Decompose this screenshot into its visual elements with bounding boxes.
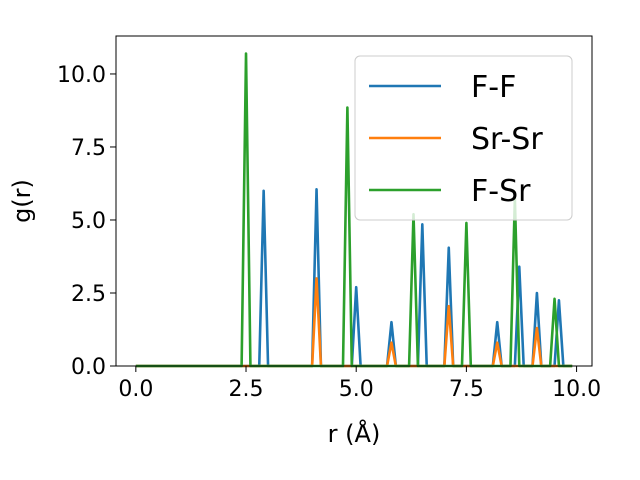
series-line-sr-sr (135, 277, 573, 368)
y-axis: 0.0 2.5 5.0 7.5 10.0 (57, 63, 116, 380)
legend: F-F Sr-Sr F-Sr (354, 55, 573, 221)
y-tick-label: 0.0 (71, 355, 106, 380)
x-tick-label: 10.0 (552, 377, 601, 402)
legend-label-f-f: F-F (471, 70, 516, 105)
legend-label-sr-sr: Sr-Sr (471, 122, 543, 157)
legend-box (354, 55, 573, 221)
x-axis-label: r (Å) (328, 419, 381, 448)
plot-frame (115, 35, 593, 367)
y-tick-label: 5.0 (71, 209, 106, 234)
legend-label-f-sr: F-Sr (471, 174, 531, 209)
x-tick-label: 7.5 (449, 377, 484, 402)
y-axis-label: g(r) (8, 179, 36, 223)
y-tick-label: 10.0 (57, 63, 106, 88)
x-tick-label: 2.5 (229, 377, 264, 402)
y-tick-label: 7.5 (71, 136, 106, 161)
x-tick-label: 0.0 (118, 377, 153, 402)
x-axis: 0.0 2.5 5.0 7.5 10.0 (118, 366, 601, 402)
x-tick-label: 5.0 (339, 377, 374, 402)
y-tick-label: 2.5 (71, 282, 106, 307)
